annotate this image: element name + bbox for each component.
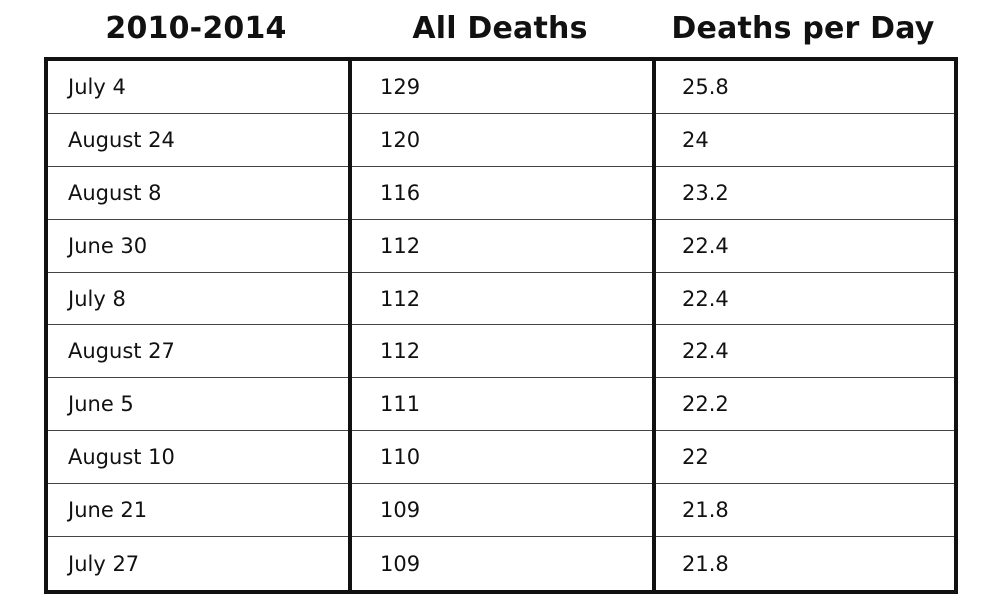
table-row: June 30 112 22.4	[48, 220, 954, 273]
cell-all-deaths: 120	[380, 127, 421, 152]
cell-all-deaths: 116	[380, 180, 421, 205]
column-divider	[652, 61, 656, 590]
table-row: July 27 109 21.8	[48, 537, 954, 590]
cell-date: June 30	[68, 233, 148, 258]
cell-all-deaths: 110	[380, 445, 421, 470]
cell-deaths-per-day: 22	[682, 445, 709, 470]
table-row: June 5 111 22.2	[48, 378, 954, 432]
cell-date: August 24	[68, 127, 175, 152]
cell-date: July 4	[68, 74, 126, 99]
column-divider	[348, 61, 352, 590]
cell-all-deaths: 129	[380, 74, 421, 99]
cell-all-deaths: 109	[380, 551, 421, 576]
table-row: August 24 120 24	[48, 114, 954, 167]
cell-date: July 8	[68, 286, 126, 311]
cell-all-deaths: 112	[380, 286, 421, 311]
cell-deaths-per-day: 23.2	[682, 180, 729, 205]
table-row: August 27 112 22.4	[48, 326, 954, 379]
cell-deaths-per-day: 21.8	[682, 498, 729, 523]
table-row: August 8 116 23.2	[48, 167, 954, 220]
cell-date: June 5	[68, 392, 134, 417]
cell-date: August 27	[68, 339, 175, 364]
column-header-deaths-per-day: Deaths per Day	[671, 11, 935, 46]
cell-deaths-per-day: 21.8	[682, 551, 729, 576]
table-row: July 8 112 22.4	[48, 273, 954, 326]
cell-deaths-per-day: 22.2	[682, 392, 729, 417]
cell-deaths-per-day: 25.8	[682, 74, 729, 99]
column-header-all-deaths: All Deaths	[412, 11, 588, 46]
cell-all-deaths: 112	[380, 339, 421, 364]
cell-deaths-per-day: 22.4	[682, 286, 729, 311]
cell-date: June 21	[68, 498, 148, 523]
table-header-row: 2010-2014 All Deaths Deaths per Day	[44, 6, 954, 52]
table-row: July 4 129 25.8	[48, 61, 954, 114]
data-table: July 27 109 21.8 June 21 109 21.8 August 10 110…	[44, 57, 958, 594]
cell-date: August 8	[68, 180, 162, 205]
column-header-period: 2010-2014	[105, 11, 287, 46]
cell-all-deaths: 111	[380, 392, 421, 417]
cell-date: August 10	[68, 445, 175, 470]
cell-date: July 27	[68, 551, 140, 576]
cell-all-deaths: 112	[380, 233, 421, 258]
table-row: August 10 110 22	[48, 431, 954, 485]
cell-deaths-per-day: 24	[682, 127, 709, 152]
cell-deaths-per-day: 22.4	[682, 233, 729, 258]
table-row: June 21 109 21.8	[48, 484, 954, 538]
cell-deaths-per-day: 22.4	[682, 339, 729, 364]
cell-all-deaths: 109	[380, 498, 421, 523]
